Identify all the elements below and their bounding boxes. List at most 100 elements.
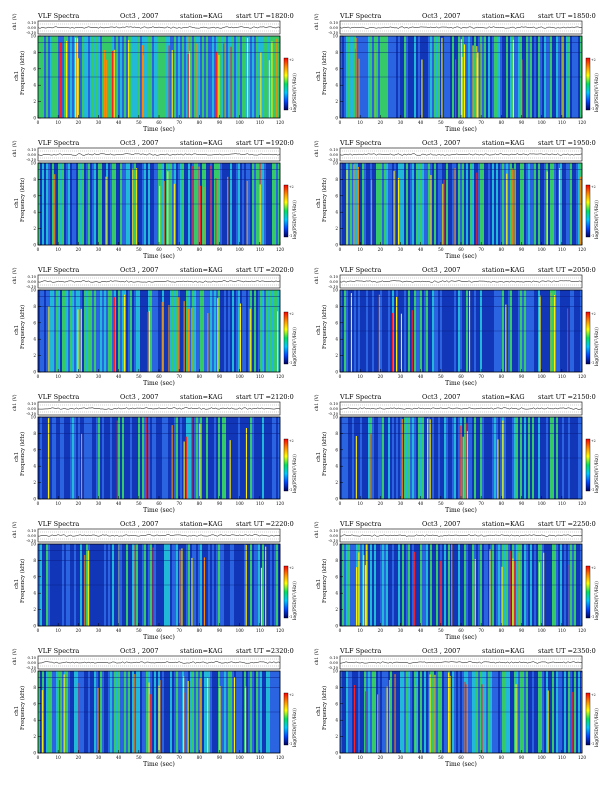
spectrogram-spike (229, 440, 231, 499)
x-tick-label: 50 (136, 374, 142, 379)
x-tick-label: 100 (538, 247, 546, 252)
waveform-ylabel: ch1 (V) (11, 13, 18, 30)
spectrogram-spike (80, 308, 82, 372)
colorbar (585, 692, 591, 746)
spectrogram-spike (388, 680, 390, 753)
spectrogram-spike (353, 164, 355, 245)
y-tick-label: 6 (33, 574, 36, 579)
colorbar-tick-label: -1 (591, 234, 594, 238)
spectrogram-panel-7: VLF Spectra Oct3 , 2007 station=KAG start U… (11, 393, 298, 514)
spectrogram-spike (189, 51, 191, 118)
channel-label: ch1 (14, 198, 20, 208)
spectrogram-spike (246, 181, 248, 245)
spectrogram-spike (462, 436, 464, 499)
colorbar-tick-label: +2 (289, 185, 294, 189)
x-tick-label: 80 (499, 120, 505, 125)
x-tick-label: 0 (339, 755, 342, 760)
x-tick-label: 50 (438, 374, 444, 379)
spectrogram-spike (497, 439, 499, 499)
waveform-trace (339, 534, 583, 537)
x-tick-label: 40 (418, 247, 424, 252)
spectrogram-spike (429, 419, 431, 499)
colorbar-tick-label: -1 (289, 107, 292, 111)
x-tick-label: 110 (256, 247, 264, 252)
x-tick-label: 120 (578, 374, 586, 379)
x-tick-label: 60 (156, 120, 162, 125)
waveform-ylabel: ch1 (V) (11, 394, 18, 411)
colorbar-label: log(PSD/(V²/Hz)) (593, 581, 600, 620)
colorbar-label: log(PSD/(V²/Hz)) (593, 200, 600, 239)
x-tick-label: 70 (176, 247, 182, 252)
spectrogram-spike (271, 41, 273, 118)
waveform-tick-label: -0.10 (328, 665, 338, 670)
x-tick-label: 70 (176, 120, 182, 125)
colorbar-tick-label: +2 (289, 693, 294, 697)
spectrogram-spike (41, 690, 43, 753)
x-tick-label: 90 (519, 628, 525, 633)
spectrogram-spike (245, 686, 247, 753)
x-tick-label: 40 (116, 120, 122, 125)
y-tick-label: 8 (335, 304, 338, 309)
spectrogram-spike (199, 678, 201, 753)
spectrogram-spike (371, 179, 373, 245)
waveform-tick-label: 0.00 (330, 533, 339, 538)
waveform-ylabel: ch1 (V) (11, 648, 18, 665)
spectrogram-spike (215, 178, 217, 245)
y-tick-label: 4 (335, 718, 338, 723)
y-axis-label: Frequency (kHz) (321, 305, 328, 349)
x-tick-label: 20 (76, 501, 82, 506)
colorbar-tick-label: -1 (289, 361, 292, 365)
x-tick-label: 80 (197, 247, 203, 252)
colorbar-tick-label: -1 (591, 742, 594, 746)
y-tick-label: 0 (33, 624, 36, 629)
panel-title: VLF Spectra (339, 139, 381, 147)
y-tick-label: 6 (335, 66, 338, 71)
spectrogram-spike (84, 554, 86, 626)
x-tick-label: 110 (256, 628, 264, 633)
x-axis-label: Time (sec) (143, 634, 175, 641)
colorbar-label: log(PSD/(V²/Hz)) (291, 454, 298, 493)
x-tick-label: 60 (458, 501, 464, 506)
x-tick-label: 50 (136, 755, 142, 760)
y-tick-label: 0 (33, 497, 36, 502)
spectrogram-spike (477, 52, 479, 118)
x-tick-label: 120 (276, 374, 284, 379)
x-tick-label: 30 (398, 247, 404, 252)
panel-station: station=KAG (482, 647, 525, 655)
panel-start-ut: start UT =1950:0 (538, 139, 596, 147)
x-tick-label: 90 (519, 120, 525, 125)
spectrogram-spike (276, 38, 278, 119)
spectrogram-spike (442, 183, 444, 245)
panel-title: VLF Spectra (339, 12, 381, 20)
spectrogram-spike (539, 295, 541, 372)
spectrogram-spike (133, 545, 135, 626)
spectrogram-spike (148, 682, 150, 753)
x-tick-label: 30 (96, 247, 102, 252)
spectrogram-spike (512, 169, 514, 245)
channel-label: ch1 (316, 71, 322, 81)
y-tick-label: 0 (335, 751, 338, 756)
x-tick-label: 110 (256, 755, 264, 760)
waveform-tick-label: -0.10 (26, 538, 36, 543)
waveform-box (37, 147, 281, 162)
colorbar-tick-label: -1 (591, 361, 594, 365)
colorbar-tick-label: +2 (591, 312, 596, 316)
y-tick-label: 10 (31, 288, 37, 293)
x-tick-label: 40 (418, 755, 424, 760)
x-tick-label: 100 (236, 501, 244, 506)
waveform-tick-label: 0.10 (330, 655, 339, 660)
waveform-box (339, 20, 583, 35)
colorbar-tick-label: +2 (289, 312, 294, 316)
waveform-tick-label: 0.00 (28, 660, 37, 665)
channel-label: ch1 (14, 706, 20, 716)
waveform-trace (339, 407, 583, 410)
spectrogram-spike (538, 562, 540, 626)
spectrogram-spike (489, 549, 491, 626)
spectrogram-spike (60, 42, 62, 118)
spectrogram-panel-3: VLF Spectra Oct3 , 2007 station=KAG start U… (11, 139, 298, 260)
x-tick-label: 60 (156, 501, 162, 506)
spectrogram-spike (439, 560, 441, 626)
panel-station: station=KAG (180, 393, 223, 401)
spectrogram-spike (465, 684, 467, 753)
spectrogram-spike (355, 436, 357, 499)
